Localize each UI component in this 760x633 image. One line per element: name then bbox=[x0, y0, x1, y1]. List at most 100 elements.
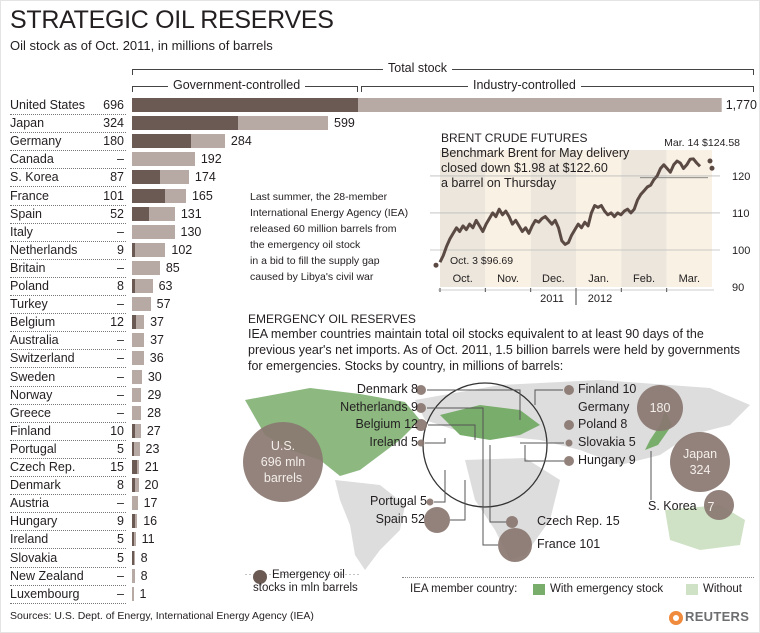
total-stock-bar bbox=[132, 152, 195, 167]
bracket-tick bbox=[357, 86, 358, 92]
country-row-label: Greece – bbox=[10, 404, 126, 423]
country-row-label: Spain 52 bbox=[10, 205, 126, 224]
government-bar bbox=[132, 98, 358, 112]
total-value-label: 8 bbox=[140, 568, 148, 583]
bubble-label-france: France 101 bbox=[537, 537, 601, 551]
legend-divider bbox=[402, 577, 754, 579]
us-value: 696 mln bbox=[260, 455, 306, 469]
total-stock-bar bbox=[132, 568, 135, 583]
country-row-label: United States 696 bbox=[10, 96, 126, 115]
government-value: – bbox=[117, 405, 124, 420]
government-bar bbox=[132, 206, 149, 221]
government-bar bbox=[132, 423, 136, 438]
legend-bubble-line2: stocks in mln barrels bbox=[253, 582, 358, 594]
country-name: Luxembourg bbox=[10, 586, 80, 601]
total-value-label: 1 bbox=[139, 586, 147, 601]
country-row-label: Poland 8 bbox=[10, 277, 126, 296]
country-name: Sweden bbox=[10, 369, 56, 384]
country-row-label: Japan 324 bbox=[10, 114, 126, 134]
government-bar bbox=[132, 550, 134, 565]
government-value: 9 bbox=[117, 242, 124, 257]
country-row-label: Canada – bbox=[10, 150, 126, 170]
country-name: Japan bbox=[10, 116, 45, 131]
total-value-label: 192 bbox=[200, 152, 222, 167]
country-name: Britain bbox=[10, 260, 46, 275]
government-bar bbox=[132, 116, 239, 131]
country-row-label: Norway – bbox=[10, 386, 126, 405]
total-stock-bar bbox=[132, 586, 134, 601]
country-row-label: Slovakia 5 bbox=[10, 549, 126, 568]
country-row-label: Turkey – bbox=[10, 295, 126, 315]
country-name: Italy bbox=[10, 224, 33, 239]
government-bar bbox=[132, 188, 166, 203]
month-band bbox=[666, 150, 712, 287]
x-year-label: 2012 bbox=[588, 293, 612, 305]
bubble-label-finland: Finland 10 bbox=[578, 382, 637, 396]
country-row-label: France 101 bbox=[10, 187, 126, 206]
government-value: – bbox=[117, 333, 124, 348]
country-row-label: Ireland 5 bbox=[10, 530, 126, 550]
bubble-value-germany: 180 bbox=[649, 401, 671, 415]
government-value: 101 bbox=[103, 188, 124, 203]
country-name: Hungary bbox=[10, 514, 58, 529]
total-value-label: 284 bbox=[230, 134, 252, 149]
bubble-label-germany: Germany bbox=[578, 400, 630, 414]
country-row-label: Germany 180 bbox=[10, 132, 126, 152]
month-band bbox=[576, 150, 622, 287]
total-stock-bar bbox=[132, 351, 144, 366]
x-month-label: Feb. bbox=[633, 273, 655, 285]
total-stock-bar bbox=[132, 297, 151, 312]
government-bar bbox=[132, 460, 137, 474]
total-value-label: 27 bbox=[146, 423, 161, 438]
government-value: – bbox=[117, 369, 124, 384]
total-value-label: 23 bbox=[145, 441, 160, 456]
government-bar bbox=[132, 242, 135, 257]
country-row-label: Hungary 9 bbox=[10, 512, 126, 532]
legend-bubble: Emergency oil bbox=[272, 569, 345, 582]
government-bar bbox=[132, 315, 136, 330]
y-tick-label: 120 bbox=[732, 171, 750, 183]
country-name: Ireland bbox=[10, 532, 49, 547]
south-america-land bbox=[335, 480, 405, 570]
total-value-label: 174 bbox=[194, 170, 216, 185]
end-annotation: Mar. 14 $124.58 bbox=[664, 137, 740, 149]
x-month-label: Dec. bbox=[542, 273, 565, 285]
country-name: New Zealand bbox=[10, 568, 84, 583]
total-value-label: 30 bbox=[147, 369, 162, 384]
government-bar bbox=[132, 279, 135, 293]
bubble-label-japan: Japan 324 bbox=[672, 446, 728, 478]
bubble-label-belgium: Belgium 12 bbox=[355, 417, 418, 431]
y-tick-label: 110 bbox=[732, 208, 750, 220]
total-value-label: 11 bbox=[141, 532, 155, 547]
total-value-label: 20 bbox=[144, 478, 159, 493]
country-row-label: Czech Rep. 15 bbox=[10, 458, 126, 477]
total-stock-bar bbox=[132, 260, 160, 275]
bubble-label-slovakia: Slovakia 5 bbox=[578, 435, 636, 449]
bubble-label-ireland: Ireland 5 bbox=[369, 435, 418, 449]
note-line: released 60 million barrels from bbox=[250, 223, 397, 235]
government-value: 10 bbox=[110, 423, 124, 438]
y-tick-label: 100 bbox=[732, 245, 750, 257]
total-value-label: 29 bbox=[147, 387, 162, 402]
total-stock-bar bbox=[132, 423, 141, 438]
total-value-label: 1,770 bbox=[721, 96, 757, 114]
total-value-label: 17 bbox=[143, 496, 158, 511]
country-row-label: Denmark 8 bbox=[10, 476, 126, 496]
country-name: Czech Rep. bbox=[10, 460, 76, 474]
brent-price-line bbox=[438, 157, 702, 263]
total-stock-bar bbox=[132, 242, 166, 257]
government-value: 8 bbox=[117, 279, 124, 293]
government-value: – bbox=[117, 387, 124, 402]
country-name: Denmark bbox=[10, 478, 61, 493]
brent-description: Benchmark Brent for May delivery closed … bbox=[441, 146, 630, 190]
government-value: 9 bbox=[117, 514, 124, 529]
note-line: Last summer, the 28-member bbox=[250, 191, 388, 203]
country-row-label: Britain – bbox=[10, 259, 126, 278]
month-band bbox=[440, 150, 486, 287]
country-name: Turkey bbox=[10, 297, 48, 312]
government-bar bbox=[132, 532, 134, 547]
end-point bbox=[709, 165, 715, 171]
bubble-label-netherlands: Netherlands 9 bbox=[340, 400, 418, 414]
total-stock-bar bbox=[132, 496, 138, 511]
page-title: STRATEGIC OIL RESERVES bbox=[10, 6, 334, 34]
